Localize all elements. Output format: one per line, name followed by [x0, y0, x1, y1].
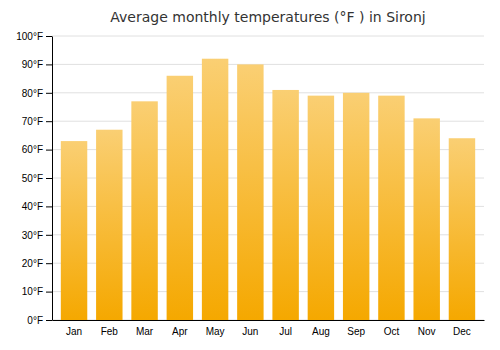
x-tick: Jun [242, 326, 258, 337]
bar [413, 118, 439, 320]
x-tick: Dec [453, 326, 471, 337]
tick-mark [46, 93, 52, 94]
x-tick: Feb [101, 326, 119, 337]
y-tick: 80°F [22, 88, 52, 99]
y-tick: 10°F [22, 286, 52, 297]
tick-label: 100°F [16, 31, 43, 42]
tick-mark [46, 206, 52, 207]
tick-mark [46, 320, 52, 321]
tick-label: Nov [418, 326, 436, 337]
y-tick: 90°F [22, 59, 52, 70]
y-tick: 50°F [22, 173, 52, 184]
plot: 0°F 10°F 20°F 30°F 40°F 50°F 60°F 70°F 80°F 90°F 1… [16, 31, 484, 337]
y-axis: 0°F 10°F 20°F 30°F 40°F 50°F 60°F 70°F 80°F 90°F 1… [16, 31, 52, 326]
tick-label: 20°F [22, 258, 43, 269]
bars [61, 59, 475, 320]
bar [237, 64, 263, 320]
tick-label: Oct [384, 326, 400, 337]
tick-label: May [206, 326, 225, 337]
bar [272, 90, 298, 320]
tick-label: Feb [101, 326, 119, 337]
x-tick: Oct [384, 326, 400, 337]
bar [308, 96, 334, 320]
chart: 0°F 10°F 20°F 30°F 40°F 50°F 60°F 70°F 80°F 90°F 1… [0, 0, 500, 350]
bar [167, 76, 193, 320]
grid-line [52, 92, 484, 93]
axis-line [53, 320, 485, 321]
x-tick: Apr [172, 326, 188, 337]
tick-label: Apr [172, 326, 188, 337]
tick-label: 60°F [22, 144, 43, 155]
tick-label: Mar [136, 326, 154, 337]
bar [202, 59, 228, 320]
grid-line [52, 36, 484, 37]
y-tick: 30°F [22, 230, 52, 241]
bar [96, 130, 122, 320]
y-tick: 60°F [22, 144, 52, 155]
axis-line [52, 37, 53, 321]
tick-mark [46, 150, 52, 151]
bar [378, 96, 404, 320]
tick-mark [46, 263, 52, 264]
tick-mark [46, 235, 52, 236]
y-tick: 20°F [22, 258, 52, 269]
tick-mark [46, 178, 52, 179]
bar [449, 138, 475, 320]
tick-mark [46, 64, 52, 65]
tick-label: Jul [279, 326, 292, 337]
x-tick: Jul [279, 326, 292, 337]
bar [343, 93, 369, 320]
tick-label: 40°F [22, 201, 43, 212]
tick-label: 10°F [22, 286, 43, 297]
tick-mark [46, 292, 52, 293]
y-tick: 100°F [16, 31, 52, 42]
grid [52, 36, 484, 320]
grid-line [52, 64, 484, 65]
tick-mark [46, 36, 52, 37]
y-tick: 0°F [27, 315, 52, 326]
y-tick: 70°F [22, 116, 52, 127]
tick-label: Aug [312, 326, 330, 337]
tick-label: 70°F [22, 116, 43, 127]
tick-label: 80°F [22, 88, 43, 99]
tick-label: 90°F [22, 59, 43, 70]
x-tick: Aug [312, 326, 330, 337]
y-tick: 40°F [22, 201, 52, 212]
x-axis: Jan Feb Mar Apr May Jun Jul Aug Sep Oct Nov Dec [53, 321, 485, 338]
tick-label: Jan [66, 326, 82, 337]
tick-label: Dec [453, 326, 471, 337]
tick-label: 0°F [27, 315, 43, 326]
x-tick: Sep [347, 326, 365, 337]
tick-label: 50°F [22, 173, 43, 184]
x-tick: Nov [418, 326, 436, 337]
tick-label: Jun [242, 326, 258, 337]
bar [131, 101, 157, 320]
bar [61, 141, 87, 320]
tick-label: Sep [347, 326, 365, 337]
x-tick: Jan [66, 326, 82, 337]
x-tick: Mar [136, 326, 154, 337]
title: Average monthly temperatures (°F ) in Si… [110, 9, 425, 25]
x-tick: May [206, 326, 225, 337]
tick-label: 30°F [22, 230, 43, 241]
tick-mark [46, 121, 52, 122]
